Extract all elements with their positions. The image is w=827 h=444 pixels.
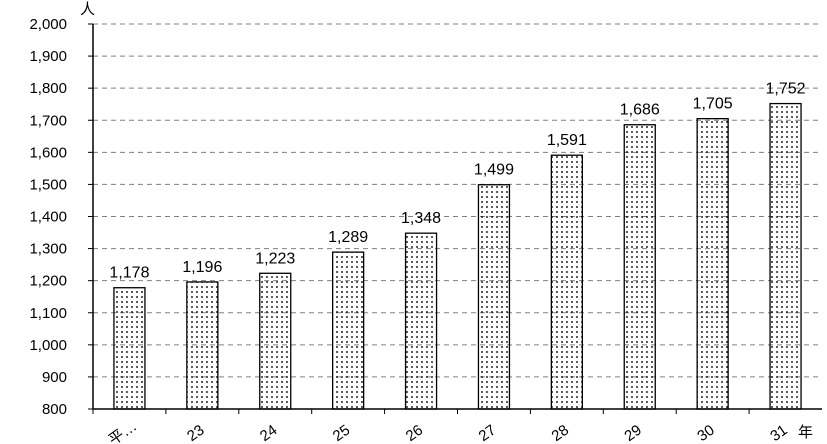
data-label: 1,178 [109,265,149,282]
bars [113,102,802,410]
x-unit-label: 年 [798,424,813,441]
bar [623,124,656,410]
data-label: 1,752 [766,81,806,98]
bar [186,281,219,410]
data-label: 1,705 [693,96,733,113]
y-tick-label: 1,100 [29,305,67,322]
y-tick-label: 800 [42,401,67,418]
y-tick-label: 1,900 [29,48,67,65]
y-tick-label: 1,700 [29,112,67,129]
data-label: 1,686 [620,102,660,119]
data-label: 1,499 [474,162,514,179]
bar [477,184,511,410]
data-label: 1,348 [401,210,441,227]
category-label: 29 [621,422,644,444]
data-label: 1,223 [255,250,295,267]
data-labels: 1,178 1,196 1,223 1,289 1,348 1,499 1,591 1,686… [109,81,805,282]
data-label: 1,196 [182,259,222,276]
bar [259,272,292,410]
y-tick-label: 1,800 [29,80,67,97]
category-label: 30 [694,422,717,444]
y-tick-label: 1,000 [29,337,67,354]
y-tick-label: 900 [42,369,67,386]
bar [696,117,729,410]
bar [331,251,365,410]
bar [113,287,146,410]
category-label: 31 [767,422,790,444]
category-label: 28 [549,422,572,444]
y-unit-label: 人 [80,1,95,18]
y-tick-label: 2,000 [29,16,67,33]
y-tick-label: 1,400 [29,209,67,226]
category-label: 平… [106,418,140,444]
category-label: 25 [330,422,353,444]
bar [550,154,583,410]
y-tick-label: 1,600 [29,144,67,161]
y-tick-label: 1,200 [29,273,67,290]
category-label: 26 [403,422,426,444]
bar [769,102,802,410]
bar [404,232,438,410]
y-tick-label: 1,500 [29,176,67,193]
category-label: 24 [257,422,280,444]
category-labels: 平… 23 24 25 26 27 28 29 30 31 [106,418,791,444]
data-label: 1,289 [328,229,368,246]
data-label: 1,591 [547,132,587,149]
y-tick-labels: 800 900 1,000 1,100 1,200 1,300 1,400 1,500 1,60… [29,16,67,418]
category-label: 23 [184,422,207,444]
y-tick-label: 1,300 [29,241,67,258]
category-label: 27 [476,422,499,444]
